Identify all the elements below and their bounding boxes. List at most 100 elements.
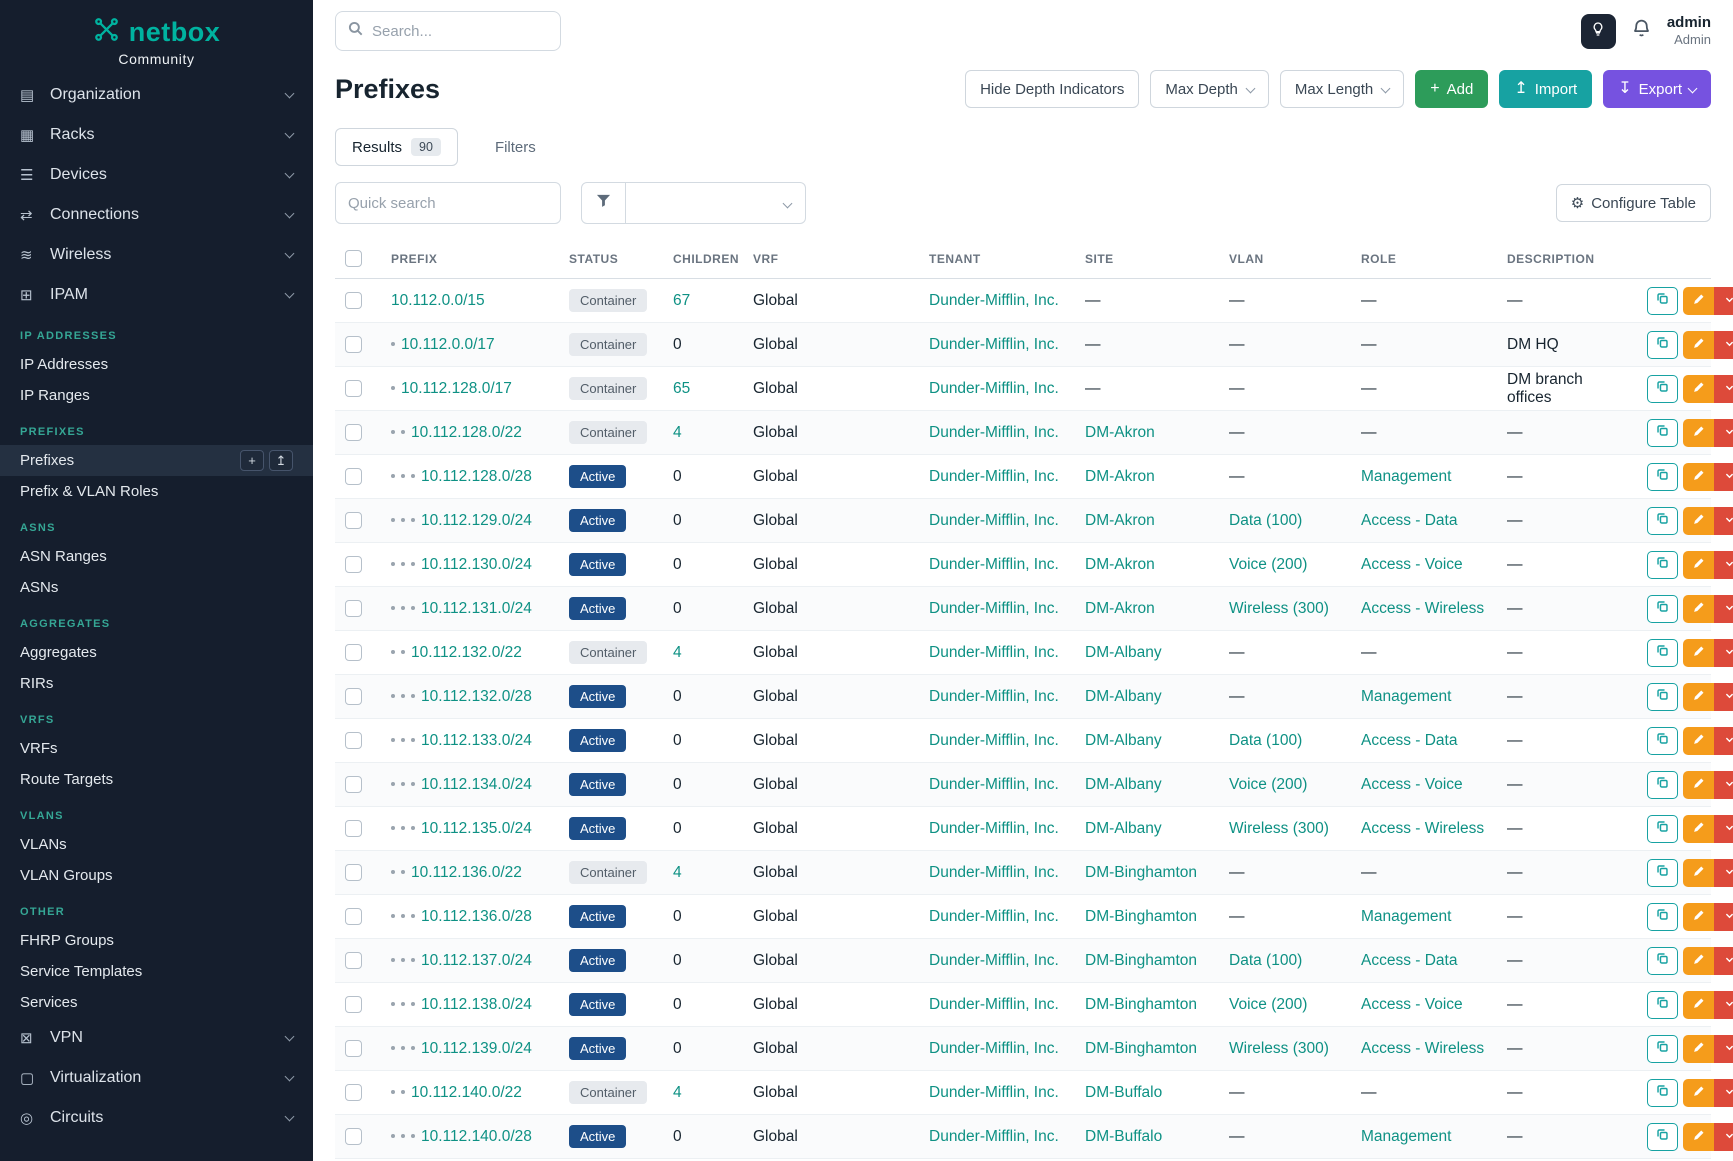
delete-dropdown-button[interactable]: [1714, 594, 1733, 623]
sidebar-item-organization[interactable]: ▤ Organization: [0, 75, 313, 115]
delete-dropdown-button[interactable]: [1714, 286, 1733, 315]
clone-button[interactable]: [1647, 1122, 1678, 1151]
column-header-description[interactable]: DESCRIPTION: [1497, 240, 1637, 279]
clone-button[interactable]: [1647, 506, 1678, 535]
edit-button[interactable]: [1683, 374, 1714, 403]
role-link[interactable]: Management: [1361, 907, 1452, 925]
clone-button[interactable]: [1647, 418, 1678, 447]
tenant-link[interactable]: Dunder-Mifflin, Inc.: [929, 335, 1059, 353]
site-link[interactable]: DM-Akron: [1085, 423, 1155, 441]
tenant-link[interactable]: Dunder-Mifflin, Inc.: [929, 511, 1059, 529]
delete-dropdown-button[interactable]: [1714, 814, 1733, 843]
edit-button[interactable]: [1683, 902, 1714, 931]
site-link[interactable]: DM-Binghamton: [1085, 1039, 1197, 1057]
hide-depth-indicators-button[interactable]: Hide Depth Indicators: [965, 70, 1140, 108]
row-checkbox[interactable]: [345, 423, 362, 441]
edit-button[interactable]: [1683, 594, 1714, 623]
clone-button[interactable]: [1647, 682, 1678, 711]
clone-button[interactable]: [1647, 462, 1678, 491]
delete-dropdown-button[interactable]: [1714, 1078, 1733, 1107]
vlan-link[interactable]: Data (100): [1229, 951, 1303, 969]
tenant-link[interactable]: Dunder-Mifflin, Inc.: [929, 1083, 1059, 1101]
user-menu[interactable]: admin Admin: [1667, 14, 1711, 49]
row-checkbox[interactable]: [345, 1039, 362, 1057]
clone-button[interactable]: [1647, 1078, 1678, 1107]
column-header-children[interactable]: CHILDREN: [663, 240, 743, 279]
prefix-link[interactable]: 10.112.128.0/28: [421, 467, 532, 485]
edit-button[interactable]: [1683, 286, 1714, 315]
edit-button[interactable]: [1683, 682, 1714, 711]
quick-import-button[interactable]: ↥: [269, 450, 293, 471]
tenant-link[interactable]: Dunder-Mifflin, Inc.: [929, 555, 1059, 573]
prefix-link[interactable]: 10.112.0.0/17: [401, 335, 495, 353]
delete-dropdown-button[interactable]: [1714, 550, 1733, 579]
prefix-link[interactable]: 10.112.136.0/28: [421, 907, 532, 925]
vlan-link[interactable]: Data (100): [1229, 511, 1303, 529]
tenant-link[interactable]: Dunder-Mifflin, Inc.: [929, 731, 1059, 749]
edit-button[interactable]: [1683, 330, 1714, 359]
children-count-link[interactable]: 4: [673, 863, 682, 881]
sidebar-item-vpn[interactable]: ⊠ VPN: [0, 1018, 313, 1058]
prefix-link[interactable]: 10.112.130.0/24: [421, 555, 532, 573]
global-search[interactable]: [335, 11, 561, 51]
row-checkbox[interactable]: [345, 863, 362, 881]
prefix-link[interactable]: 10.112.137.0/24: [421, 951, 532, 969]
prefix-link[interactable]: 10.112.139.0/24: [421, 1039, 532, 1057]
tenant-link[interactable]: Dunder-Mifflin, Inc.: [929, 907, 1059, 925]
role-link[interactable]: Access - Voice: [1361, 775, 1463, 793]
sidebar-item-virtualization[interactable]: ▢ Virtualization: [0, 1058, 313, 1098]
role-link[interactable]: Access - Data: [1361, 951, 1458, 969]
tab-filters[interactable]: Filters: [478, 129, 553, 166]
sidebar-item-vrfs[interactable]: VRFs: [0, 733, 313, 764]
column-header-prefix[interactable]: PREFIX: [381, 240, 559, 279]
clone-button[interactable]: [1647, 814, 1678, 843]
sidebar-item-vlan-groups[interactable]: VLAN Groups: [0, 860, 313, 891]
prefix-link[interactable]: 10.112.129.0/24: [421, 511, 532, 529]
vlan-link[interactable]: Wireless (300): [1229, 1039, 1329, 1057]
row-checkbox[interactable]: [345, 731, 362, 749]
role-link[interactable]: Access - Data: [1361, 731, 1458, 749]
clone-button[interactable]: [1647, 550, 1678, 579]
delete-dropdown-button[interactable]: [1714, 726, 1733, 755]
delete-dropdown-button[interactable]: [1714, 682, 1733, 711]
sidebar-item-racks[interactable]: ▦ Racks: [0, 115, 313, 155]
row-checkbox[interactable]: [345, 511, 362, 529]
prefix-link[interactable]: 10.112.135.0/24: [421, 819, 532, 837]
edit-button[interactable]: [1683, 462, 1714, 491]
quick-search-input[interactable]: [335, 182, 561, 224]
max-length-dropdown[interactable]: Max Length: [1279, 70, 1405, 108]
delete-dropdown-button[interactable]: [1714, 1034, 1733, 1063]
prefix-link[interactable]: 10.112.133.0/24: [421, 731, 532, 749]
site-link[interactable]: DM-Binghamton: [1085, 951, 1197, 969]
prefix-link[interactable]: 10.112.0.0/15: [391, 291, 485, 309]
prefix-link[interactable]: 10.112.131.0/24: [421, 599, 532, 617]
site-link[interactable]: DM-Akron: [1085, 599, 1155, 617]
sidebar-item-prefix-vlan-roles[interactable]: Prefix & VLAN Roles: [0, 476, 313, 507]
row-checkbox[interactable]: [345, 1127, 362, 1145]
role-link[interactable]: Access - Data: [1361, 511, 1458, 529]
tenant-link[interactable]: Dunder-Mifflin, Inc.: [929, 687, 1059, 705]
site-link[interactable]: DM-Albany: [1085, 687, 1162, 705]
row-checkbox[interactable]: [345, 379, 362, 397]
site-link[interactable]: DM-Binghamton: [1085, 863, 1197, 881]
clone-button[interactable]: [1647, 330, 1678, 359]
delete-dropdown-button[interactable]: [1714, 462, 1733, 491]
row-checkbox[interactable]: [345, 555, 362, 573]
row-checkbox[interactable]: [345, 687, 362, 705]
sidebar-item-connections[interactable]: ⇄ Connections: [0, 195, 313, 235]
row-checkbox[interactable]: [345, 995, 362, 1013]
site-link[interactable]: DM-Buffalo: [1085, 1127, 1163, 1145]
clone-button[interactable]: [1647, 902, 1678, 931]
row-checkbox[interactable]: [345, 775, 362, 793]
children-count-link[interactable]: 4: [673, 643, 682, 661]
column-header-vrf[interactable]: VRF: [743, 240, 919, 279]
edit-button[interactable]: [1683, 990, 1714, 1019]
role-link[interactable]: Access - Voice: [1361, 995, 1463, 1013]
clone-button[interactable]: [1647, 990, 1678, 1019]
export-button[interactable]: ↧ Export: [1603, 70, 1711, 108]
site-link[interactable]: DM-Albany: [1085, 643, 1162, 661]
tenant-link[interactable]: Dunder-Mifflin, Inc.: [929, 1127, 1059, 1145]
vlan-link[interactable]: Voice (200): [1229, 555, 1308, 573]
site-link[interactable]: DM-Akron: [1085, 511, 1155, 529]
role-link[interactable]: Access - Wireless: [1361, 599, 1485, 617]
